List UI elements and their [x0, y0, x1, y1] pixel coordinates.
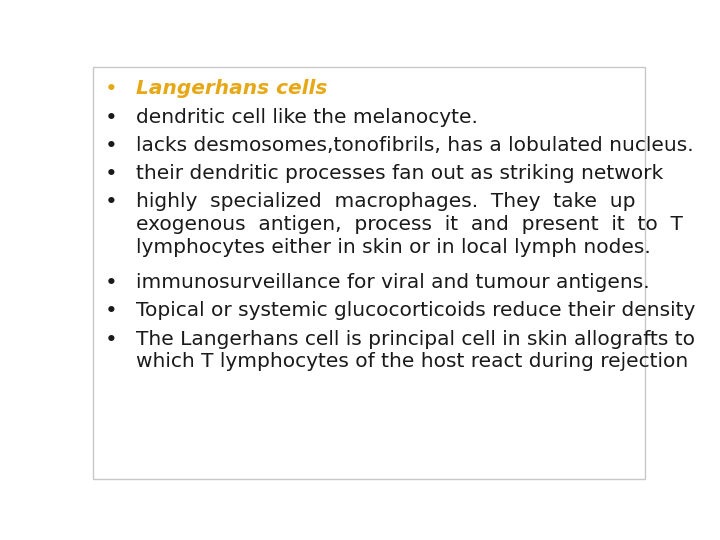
Text: highly  specialized  macrophages.  They  take  up
exogenous  antigen,  process  : highly specialized macrophages. They tak… [136, 192, 683, 257]
Text: lacks desmosomes,tonofibrils, has a lobulated nucleus.: lacks desmosomes,tonofibrils, has a lobu… [136, 136, 693, 155]
Text: •: • [105, 164, 117, 184]
Text: their dendritic processes fan out as striking network: their dendritic processes fan out as str… [136, 164, 663, 183]
Text: Langerhans cells: Langerhans cells [136, 79, 327, 98]
Text: dendritic cell like the melanocyte.: dendritic cell like the melanocyte. [136, 107, 477, 126]
Text: The Langerhans cell is principal cell in skin allografts to
which T lymphocytes : The Langerhans cell is principal cell in… [136, 329, 695, 372]
Text: •: • [105, 136, 117, 156]
Text: immunosurveillance for viral and tumour antigens.: immunosurveillance for viral and tumour … [136, 273, 649, 292]
Text: Topical or systemic glucocorticoids reduce their density: Topical or systemic glucocorticoids redu… [136, 301, 695, 320]
Text: •: • [105, 107, 117, 127]
Text: •: • [105, 301, 117, 321]
Text: •: • [105, 79, 117, 99]
Text: •: • [105, 192, 117, 212]
Text: •: • [105, 329, 117, 350]
Text: •: • [105, 273, 117, 293]
